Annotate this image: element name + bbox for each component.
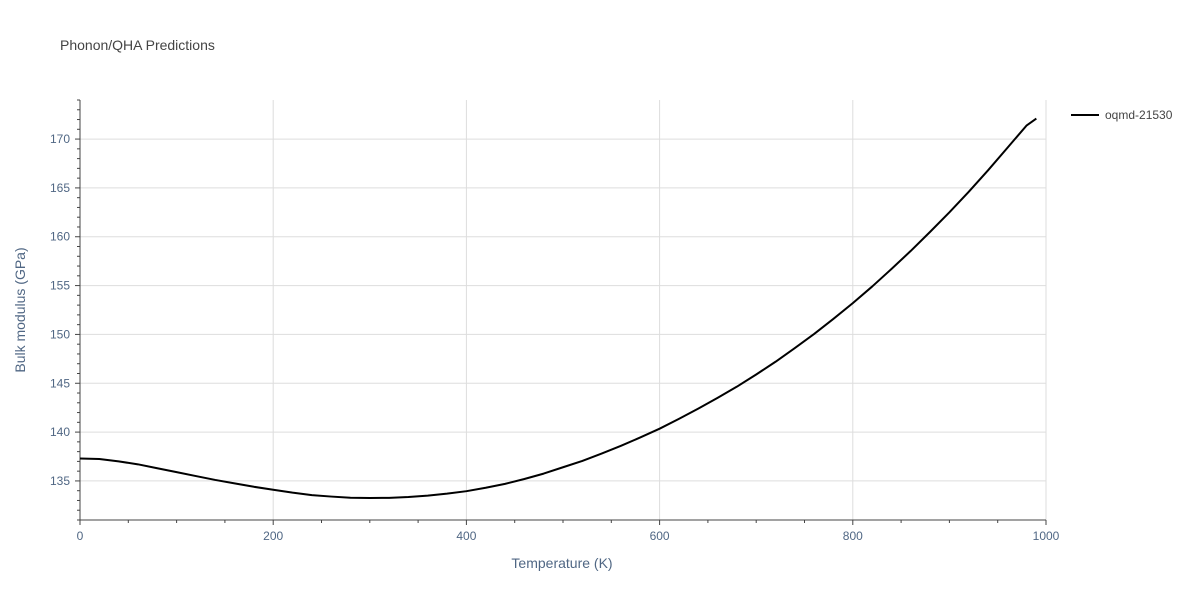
x-tick-label: 800 [843,529,863,543]
axes-layer: 0 200 400 600 800 1000 135 140 145 150 155 160 165 17… [50,99,1060,543]
y-tick-label: 150 [50,327,70,341]
legend-entry-label: oqmd-21530 [1105,108,1173,122]
series-line [79,117,1037,500]
x-tick-label: 400 [456,529,476,543]
legend[interactable]: oqmd-21530 [1071,108,1173,122]
y-tick-label: 165 [50,181,70,195]
y-tick-label: 145 [50,376,70,390]
grid-layer [80,100,1047,520]
y-tick-label: 140 [50,425,70,439]
y-axis-label: Bulk modulus (GPa) [12,247,28,372]
x-tick-label: 600 [650,529,670,543]
x-tick-label: 0 [77,529,84,543]
y-tick-label: 160 [50,230,70,244]
x-tick-label: 1000 [1033,529,1060,543]
chart-title: Phonon/QHA Predictions [60,37,215,53]
x-tick-label: 200 [263,529,283,543]
series-layer [79,117,1037,500]
x-axis-label: Temperature (K) [511,555,612,571]
y-tick-label: 170 [50,132,70,146]
y-tick-label: 135 [50,474,70,488]
y-tick-label: 155 [50,279,70,293]
